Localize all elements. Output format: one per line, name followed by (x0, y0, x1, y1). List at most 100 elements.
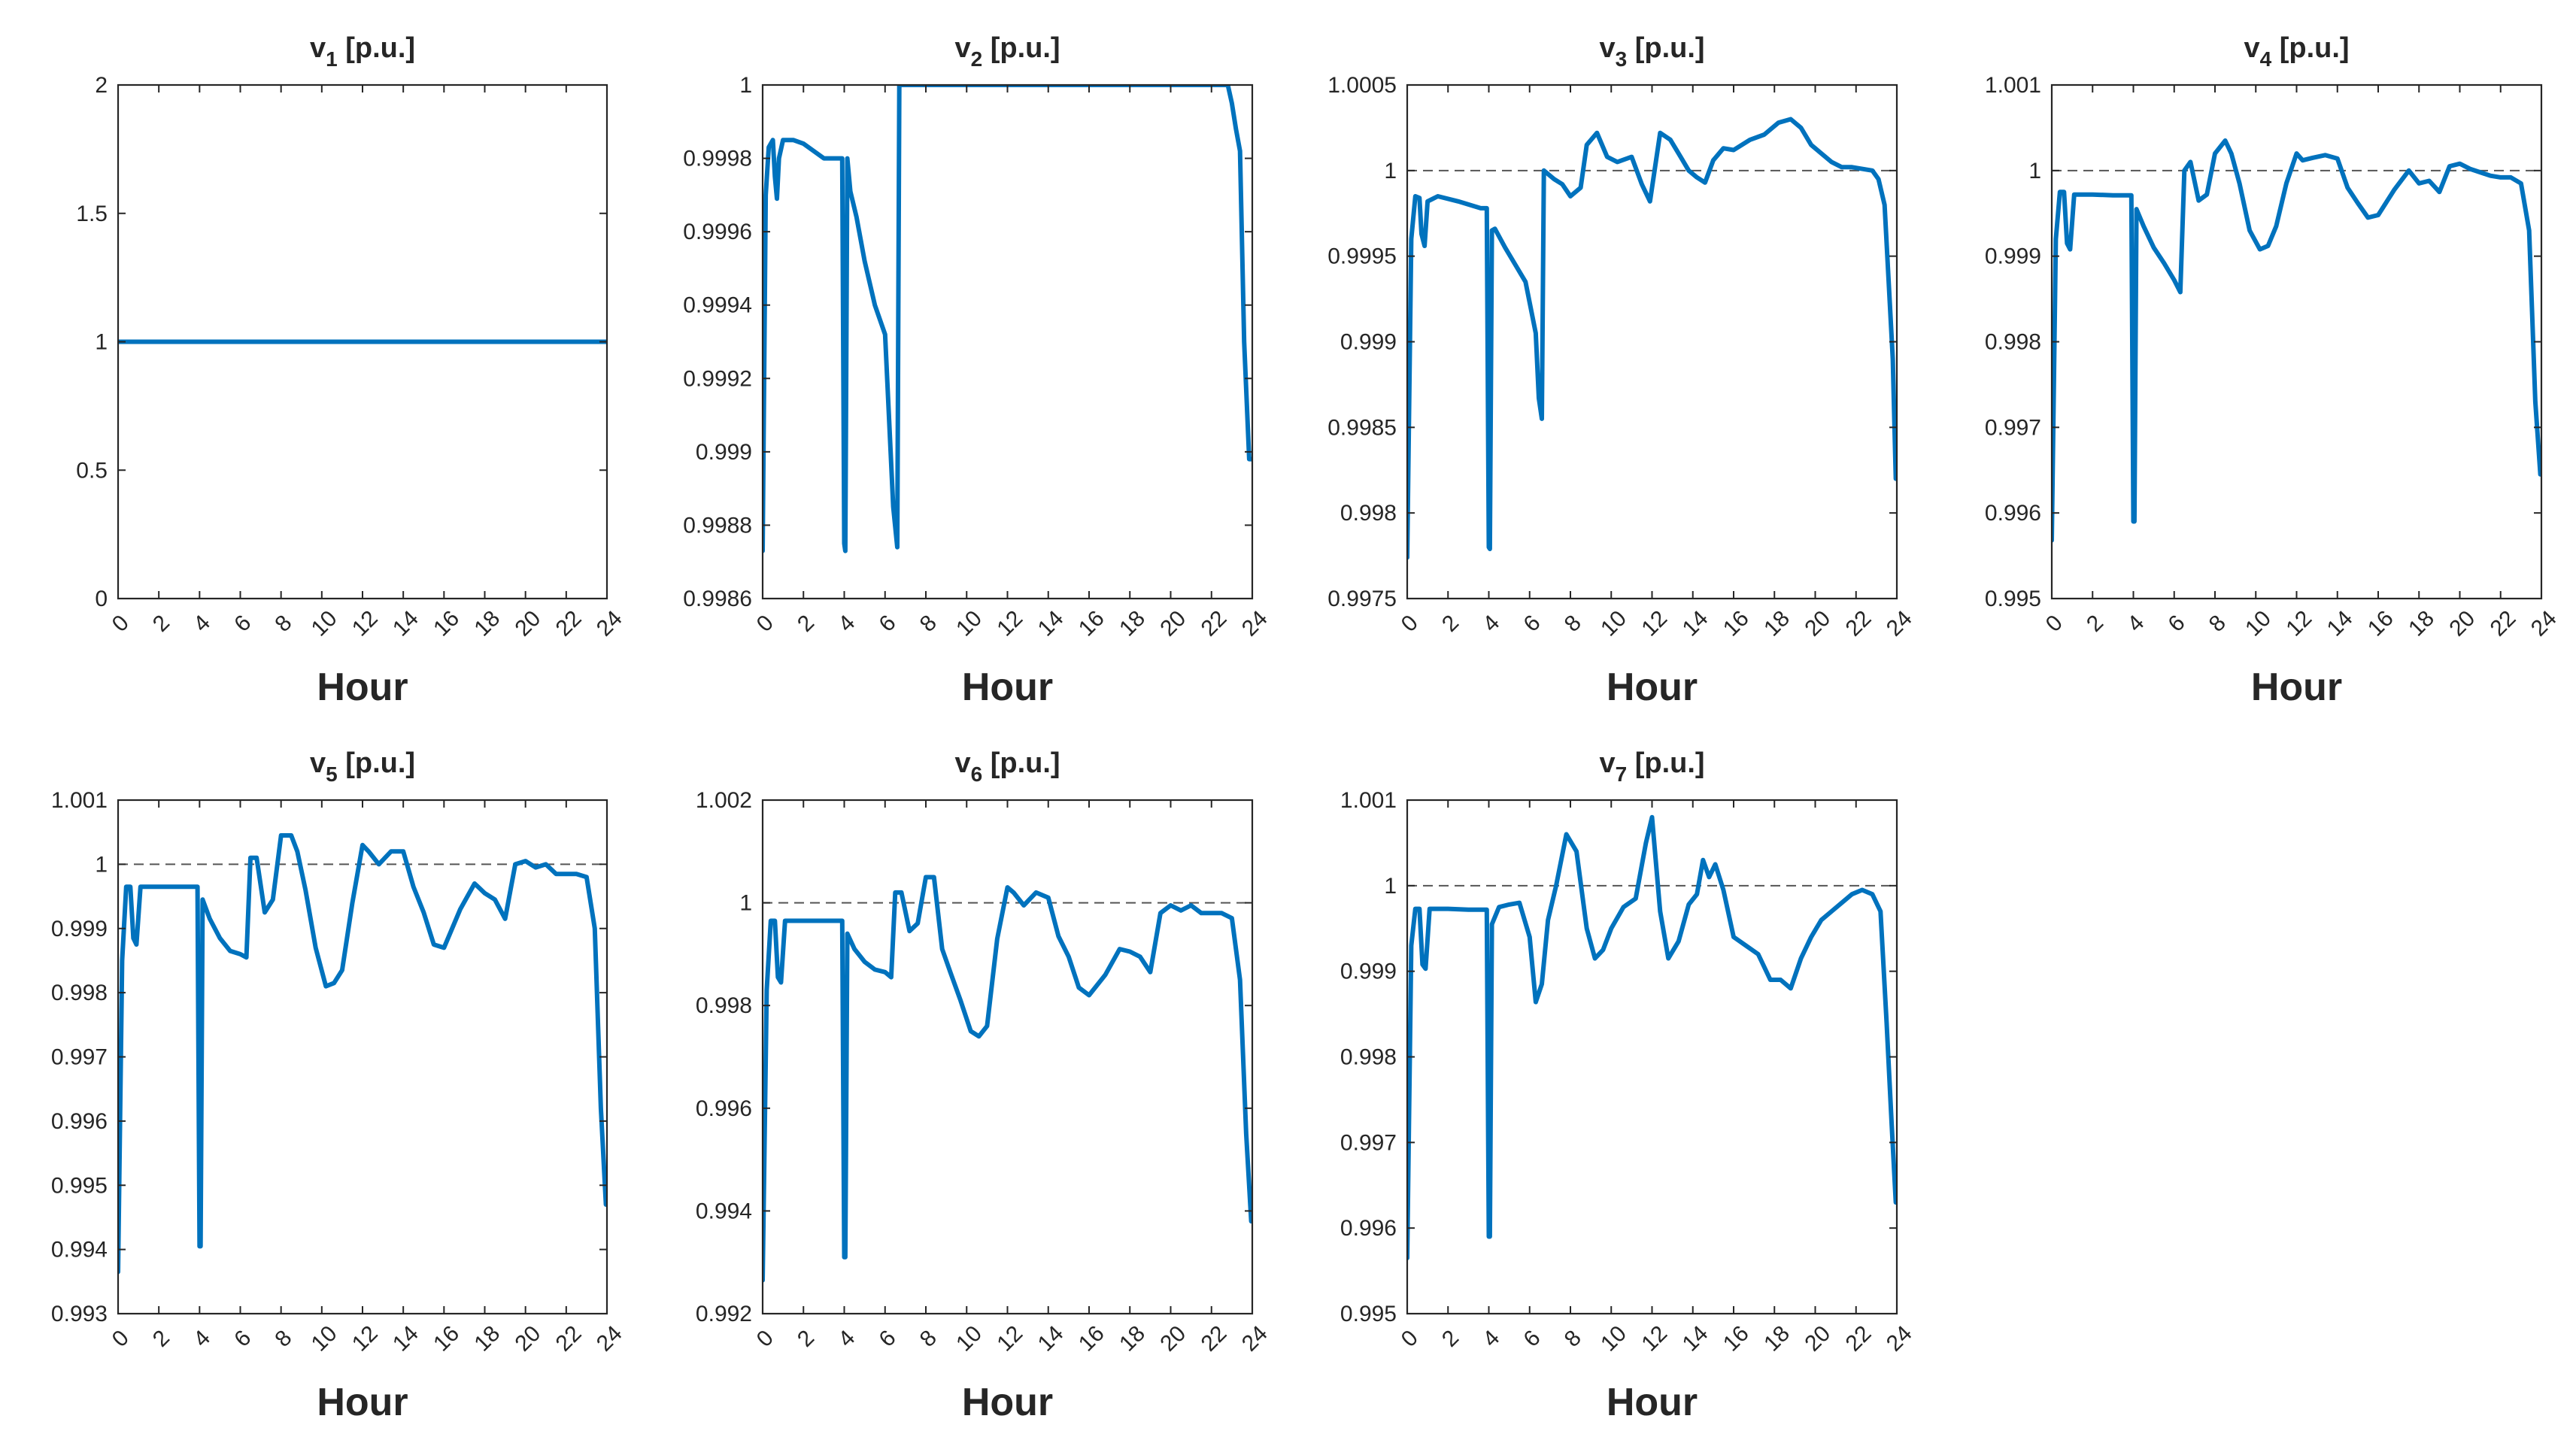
x-tick-label: 6 (229, 611, 256, 637)
x-tick-label: 24 (592, 1321, 627, 1357)
y-tick-label: 0.996 (696, 1096, 752, 1121)
plot-title: v5 [p.u.] (310, 747, 415, 786)
x-tick-label: 10 (307, 1321, 342, 1357)
plot-title-subscript: 6 (971, 762, 983, 786)
x-tick-label: 20 (1155, 1321, 1191, 1357)
y-tick-label: 0.998 (1985, 330, 2041, 355)
x-tick-label: 2 (148, 611, 174, 637)
y-tick-label: 0.994 (696, 1199, 752, 1223)
plot-title-unit: [p.u.] (982, 32, 1060, 64)
x-tick-label: 12 (1637, 1321, 1672, 1357)
y-tick-label: 1.001 (1985, 73, 2041, 98)
plot-title-variable: v (1599, 32, 1615, 64)
x-tick-label: 12 (992, 1321, 1027, 1357)
y-tick-label: 1.001 (1340, 788, 1397, 813)
y-tick-label: 0.9985 (1327, 415, 1397, 440)
x-tick-label: 24 (592, 606, 627, 641)
x-tick-label: 18 (1759, 1321, 1795, 1357)
x-tick-label: 4 (1478, 1326, 1504, 1352)
x-tick-label: 12 (347, 1321, 383, 1357)
y-tick-label: 0.5 (76, 458, 108, 483)
x-tick-label: 20 (1800, 606, 1835, 641)
x-tick-label: 4 (833, 1326, 860, 1352)
x-tick-label: 14 (388, 606, 423, 641)
y-tick-label: 0.996 (1985, 501, 2041, 526)
x-tick-label: 18 (469, 606, 505, 641)
x-tick-label: 6 (2163, 611, 2189, 637)
y-tick-label: 1 (1384, 159, 1397, 183)
plot-title-variable: v (1599, 747, 1615, 779)
y-tick-label: 2 (95, 73, 108, 98)
x-tick-label: 18 (469, 1321, 505, 1357)
x-tick-label: 0 (752, 1326, 778, 1352)
x-tick-label: 10 (951, 606, 987, 641)
x-tick-label: 22 (1197, 1321, 1232, 1357)
x-tick-label: 2 (1437, 1326, 1464, 1352)
plot-title: v4 [p.u.] (2244, 32, 2349, 71)
x-tick-label: 8 (1560, 611, 1586, 637)
y-tick-label: 0.9986 (683, 587, 752, 611)
y-tick-label: 1 (1384, 874, 1397, 899)
x-tick-label: 4 (2122, 611, 2149, 637)
x-axis-label: Hour (962, 1381, 1053, 1424)
y-tick-label: 1 (95, 852, 108, 877)
plot-title-unit: [p.u.] (982, 747, 1060, 779)
plot-title-subscript: 4 (2260, 47, 2272, 71)
x-axis-label: Hour (962, 665, 1053, 709)
x-tick-label: 18 (2404, 606, 2439, 641)
y-tick-label: 0.998 (1340, 501, 1397, 526)
x-tick-label: 2 (1437, 611, 1464, 637)
series-line-v3 (1407, 117, 1897, 560)
plot-title-variable: v (2244, 32, 2259, 64)
x-tick-label: 2 (2082, 611, 2108, 637)
x-tick-label: 12 (2281, 606, 2317, 641)
y-tick-label: 0.995 (1985, 587, 2041, 611)
x-tick-label: 14 (388, 1321, 423, 1357)
x-tick-label: 20 (510, 1321, 545, 1357)
y-tick-label: 1.002 (696, 788, 752, 813)
x-tick-label: 22 (1197, 606, 1232, 641)
y-tick-label: 0.996 (1340, 1216, 1397, 1241)
x-tick-label: 0 (752, 611, 778, 637)
subplot-v5: 0.993 0.994 0.995 0.996 0.997 0.998 0.999 1 1.00… (51, 747, 627, 1424)
y-tick-label: 0.998 (696, 993, 752, 1018)
x-tick-label: 8 (915, 1326, 942, 1352)
axes-box (117, 799, 608, 1315)
plot-title-variable: v (310, 32, 326, 64)
y-tick-label: 1.001 (51, 788, 108, 813)
y-tick-label: 0.997 (1985, 415, 2041, 440)
x-tick-label: 24 (1237, 1321, 1273, 1357)
x-tick-label: 8 (2204, 611, 2231, 637)
axes-box (761, 83, 1254, 600)
x-tick-label: 24 (1882, 606, 1917, 641)
plot-title-subscript: 2 (971, 47, 983, 71)
x-tick-label: 12 (992, 606, 1027, 641)
x-tick-label: 2 (148, 1326, 174, 1352)
axes-box (1406, 799, 1898, 1315)
y-tick-label: 1 (739, 73, 752, 98)
x-tick-label: 16 (1719, 606, 1754, 641)
x-tick-label: 10 (307, 606, 342, 641)
x-tick-label: 2 (793, 611, 819, 637)
plot-title: v3 [p.u.] (1599, 32, 1704, 71)
plot-title-subscript: 3 (1616, 47, 1628, 71)
x-axis-label: Hour (317, 1381, 408, 1424)
x-tick-label: 16 (429, 1321, 464, 1357)
x-tick-label: 22 (1841, 1321, 1877, 1357)
y-tick-label: 0.999 (1985, 244, 2041, 269)
plot-title: v7 [p.u.] (1599, 747, 1704, 786)
plot-title-variable: v (310, 747, 326, 779)
x-tick-label: 6 (229, 1326, 256, 1352)
y-tick-label: 0.9988 (683, 513, 752, 538)
x-tick-label: 6 (874, 1326, 900, 1352)
plot-title: v2 [p.u.] (954, 32, 1060, 71)
x-tick-label: 0 (108, 1326, 134, 1352)
x-tick-label: 20 (510, 606, 545, 641)
x-tick-label: 0 (1397, 1326, 1423, 1352)
x-tick-label: 22 (551, 1321, 587, 1357)
y-tick-label: 0.992 (696, 1302, 752, 1326)
y-tick-label: 0.9998 (683, 147, 752, 171)
